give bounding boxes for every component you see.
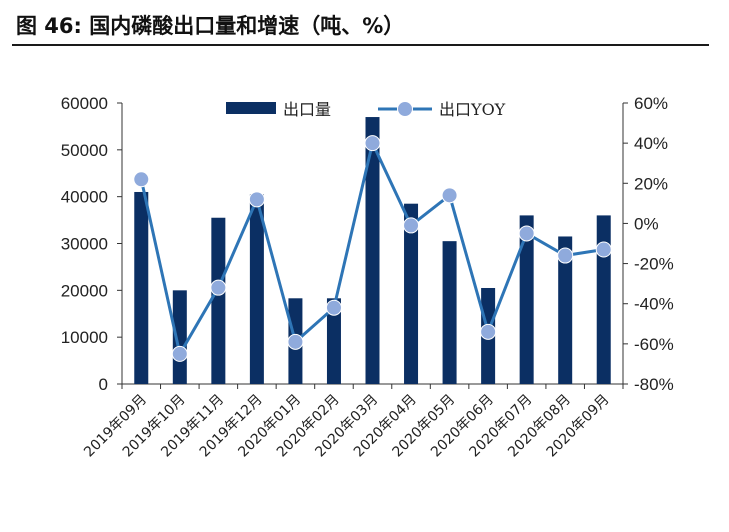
yoy-point: [210, 279, 227, 296]
y-right-tick-label: 20%: [634, 174, 668, 193]
bar: [211, 217, 226, 384]
bar: [442, 241, 457, 384]
legend-label-bar: 出口量: [283, 100, 331, 119]
y-left-tick-label: 60000: [61, 94, 108, 113]
yoy-point: [364, 135, 381, 152]
yoy-point: [480, 323, 497, 340]
bar-series: [134, 117, 611, 385]
y-right-tick-label: -60%: [634, 335, 674, 354]
bar: [326, 298, 341, 384]
y-right-tick-label: 60%: [634, 94, 668, 113]
y-left-tick-label: 30000: [61, 235, 108, 254]
figure-title: 图 46: 国内磷酸出口量和增速（吨、%）: [16, 14, 405, 38]
bar: [519, 215, 534, 384]
line-series: [133, 135, 612, 362]
legend-swatch-marker: [397, 101, 413, 117]
yoy-point: [441, 187, 458, 204]
y-right-tick-label: -80%: [634, 375, 674, 394]
bar: [596, 215, 611, 384]
x-axis-labels: 2019年09月2019年10月2019年11月2019年12月2020年01月…: [81, 392, 612, 461]
chart-legend: 出口量 出口YOY: [226, 100, 506, 119]
y-right-tick-label: -40%: [634, 295, 674, 314]
yoy-point: [171, 345, 188, 362]
y-right-tick-label: -20%: [634, 255, 674, 274]
yoy-point: [248, 191, 265, 208]
yoy-point: [133, 171, 150, 188]
bar: [404, 203, 419, 384]
yoy-point: [595, 241, 612, 258]
yoy-point: [403, 217, 420, 234]
legend-label-line: 出口YOY: [439, 100, 506, 119]
bar: [558, 236, 573, 384]
legend-swatch-bar: [226, 102, 276, 114]
y-left-tick-label: 0: [99, 375, 108, 394]
figure-header: 图 46: 国内磷酸出口量和增速（吨、%）: [12, 0, 709, 46]
bar: [249, 194, 264, 384]
bar: [365, 117, 380, 385]
yoy-point: [325, 299, 342, 316]
bar: [134, 191, 149, 384]
yoy-point: [557, 247, 574, 264]
y-right-tick-label: 40%: [634, 134, 668, 153]
y-left-tick-label: 40000: [61, 188, 108, 207]
chart-axes: 0 10000 20000 30000 40000 50000 60000 -80% -60% -…: [61, 94, 674, 394]
y-left-tick-label: 20000: [61, 281, 108, 300]
y-left-tick-label: 10000: [61, 328, 108, 347]
yoy-point: [518, 225, 535, 242]
y-left-tick-label: 50000: [61, 141, 108, 160]
y-right-tick-label: 0%: [634, 214, 659, 233]
yoy-point: [287, 333, 304, 350]
